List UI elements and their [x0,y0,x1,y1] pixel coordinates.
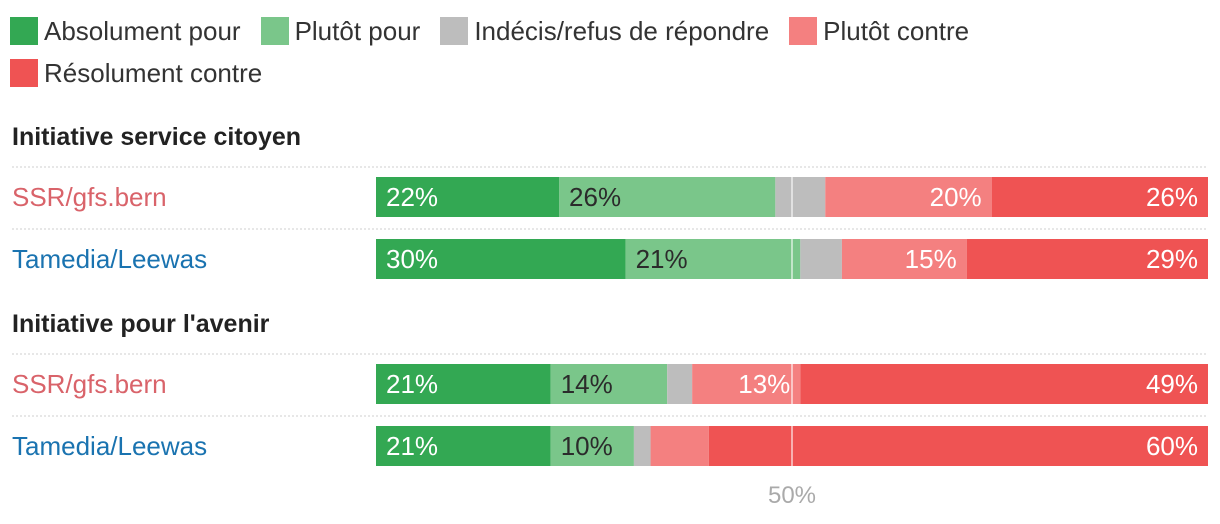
bar-segment [559,177,776,217]
data-label: 26% [569,182,621,212]
legend-label: Absolument pour [44,15,241,46]
data-label: 21% [636,244,688,274]
bar-segment [966,239,1208,279]
bar-segment [376,364,551,404]
legend-swatch [260,17,289,45]
row-label: SSR/gfs.bern [12,369,167,399]
data-label: 14% [561,369,613,399]
legend-item: Plutôt pour [260,10,421,52]
bar-segment [650,426,709,466]
bar-segment [625,239,801,279]
data-label: 60% [1146,431,1198,461]
legend-swatch [440,17,469,45]
chart-legend: Absolument pour Plutôt pour Indécis/refus … [10,10,1190,94]
bar-segment [633,426,651,466]
row-label: Tamedia/Leewas [12,431,207,461]
bar-segment [825,177,992,217]
data-label: 49% [1146,369,1198,399]
legend-item: Résolument contre [10,52,262,94]
bar-segment [708,426,1208,466]
data-label: 20% [930,182,982,212]
data-label: 15% [905,244,957,274]
bar-segment [376,426,551,466]
data-label: 26% [1146,182,1198,212]
row-label: SSR/gfs.bern [12,182,167,212]
legend-label: Plutôt contre [823,15,970,46]
legend-swatch [789,17,818,45]
data-label: 10% [561,431,613,461]
legend-label: Indécis/refus de répondre [474,15,770,46]
bar-segment [800,364,1208,404]
legend-swatch [10,17,38,45]
reference-line-label: 50% [768,482,816,509]
data-label: 21% [386,369,438,399]
group-title: Initiative service citoyen [12,123,301,151]
bar-segment [667,364,693,404]
group-title: Initiative pour l'avenir [12,310,270,338]
bar-segment [800,239,842,279]
bar-segment [376,239,626,279]
bar-segment [376,177,560,217]
bar-segment [775,177,826,217]
data-label: 21% [386,431,438,461]
data-label: 30% [386,244,438,274]
legend-label: Résolument contre [44,57,263,88]
legend-item: Plutôt contre [789,10,969,52]
data-label: 22% [386,182,438,212]
data-label: 13% [738,369,790,399]
legend-label: Plutôt pour [294,15,421,46]
row-label: Tamedia/Leewas [12,244,207,274]
bar-segment [991,177,1208,217]
legend-swatch [10,59,38,87]
data-label: 29% [1146,244,1198,274]
legend-item: Indécis/refus de répondre [440,10,769,52]
bar-segment [841,239,967,279]
bar-segment [692,364,801,404]
legend-item: Absolument pour [10,10,241,52]
bar-segment [550,426,634,466]
bar-segment [550,364,668,404]
